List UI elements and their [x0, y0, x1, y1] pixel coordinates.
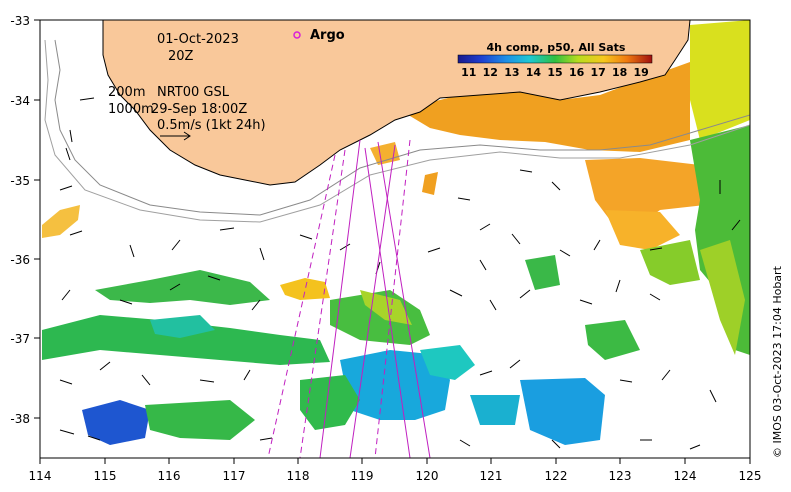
- sst-patch-green-w1: [95, 270, 270, 305]
- x-tick-label: 119: [351, 469, 374, 483]
- sst-patch-green-e3: [525, 255, 560, 290]
- y-tick-label: -34: [10, 94, 30, 108]
- argo-marker-icon: [293, 31, 301, 39]
- argo-label: Argo: [310, 28, 345, 43]
- sst-patch-orange-west: [42, 205, 80, 238]
- colorbar-tick-label: 19: [634, 66, 649, 79]
- sst-patch-cyan-mid: [340, 350, 450, 420]
- sst-patch-yellowgreen-east: [700, 240, 745, 355]
- sst-patch-orange-small: [422, 172, 438, 195]
- colorbar-tick-label: 17: [590, 66, 605, 79]
- y-tick-label: -33: [10, 14, 30, 28]
- credit-label: © IMOS 03-Oct-2023 17:04 Hobart: [771, 265, 784, 458]
- sst-patch-lightgreen-e2: [640, 240, 700, 285]
- colorbar-tick-label: 14: [526, 66, 542, 79]
- sst-patch-lightblue-se: [520, 378, 605, 445]
- sst-patch-orange-south: [605, 210, 680, 250]
- sst-patch-teal-w: [150, 315, 215, 338]
- x-tick-label: 123: [609, 469, 632, 483]
- colorbar-tick-label: 11: [461, 66, 476, 79]
- colorbar-tick-label: 13: [504, 66, 519, 79]
- contour-label-1000m: 1000m: [108, 102, 154, 117]
- x-tick-label: 114: [29, 469, 52, 483]
- sst-patch-orange-mid: [585, 158, 705, 225]
- x-tick-label: 121: [480, 469, 503, 483]
- x-tick-label: 122: [545, 469, 568, 483]
- colorbar-gradient: [457, 54, 653, 64]
- sst-patch-blue-sw: [82, 400, 150, 445]
- contour-200m: [54, 39, 750, 216]
- colorbar-tick-label: 18: [612, 66, 627, 79]
- product-time: 29-Sep 18:00Z: [151, 102, 247, 117]
- contour-1000m: [44, 39, 750, 223]
- scale-label: 0.5m/s (1kt 24h): [157, 118, 266, 133]
- x-tick-label: 124: [674, 469, 697, 483]
- colorbar-tick-label: 12: [483, 66, 498, 79]
- colorbar-title: 4h comp, p50, All Sats: [487, 41, 626, 54]
- sst-patch-orange-north: [400, 62, 690, 152]
- colorbar-tick-label: 16: [569, 66, 585, 79]
- x-tick-label: 120: [416, 469, 439, 483]
- sst-data-layer: [42, 20, 750, 445]
- sst-patch-yellow-east: [690, 20, 750, 140]
- sst-patch-green-e4: [585, 320, 640, 360]
- x-axis-labels: 114 115 116 117 118 119 120 121 122 123 …: [29, 469, 762, 483]
- contour-label-200m: 200m: [108, 85, 145, 100]
- scale-arrow-icon: [160, 131, 191, 141]
- y-tick-label: -37: [10, 332, 30, 346]
- sst-patch-green-sw: [145, 400, 255, 440]
- y-tick-label: -35: [10, 174, 30, 188]
- sst-patch-yellow-118: [280, 278, 330, 300]
- x-tick-label: 125: [739, 469, 762, 483]
- y-tick-label: -36: [10, 253, 30, 267]
- x-tick-label: 116: [158, 469, 181, 483]
- colorbar: 4h comp, p50, All Sats 11 12 13 14 15 16 17 18 1…: [457, 41, 653, 79]
- axis-ticks: [34, 19, 751, 464]
- sst-patch-teal-lower: [420, 345, 475, 380]
- sst-patch-green-w2: [42, 315, 330, 365]
- current-vectors: [59, 97, 741, 450]
- colorbar-tick-label: 15: [547, 66, 562, 79]
- x-tick-label: 115: [94, 469, 117, 483]
- y-axis-labels: -33 -34 -35 -36 -37 -38: [10, 14, 30, 426]
- product-label: NRT00 GSL: [157, 85, 230, 100]
- x-tick-label: 117: [223, 469, 246, 483]
- sst-patch-cyan-se: [470, 395, 520, 425]
- plot-frame: [39, 19, 751, 459]
- satellite-tracks: [267, 139, 431, 458]
- time-label: 20Z: [168, 49, 194, 64]
- x-tick-label: 118: [287, 469, 310, 483]
- sst-patch-green-lower: [300, 375, 360, 430]
- y-tick-label: -38: [10, 412, 30, 426]
- date-label: 01-Oct-2023: [157, 32, 239, 47]
